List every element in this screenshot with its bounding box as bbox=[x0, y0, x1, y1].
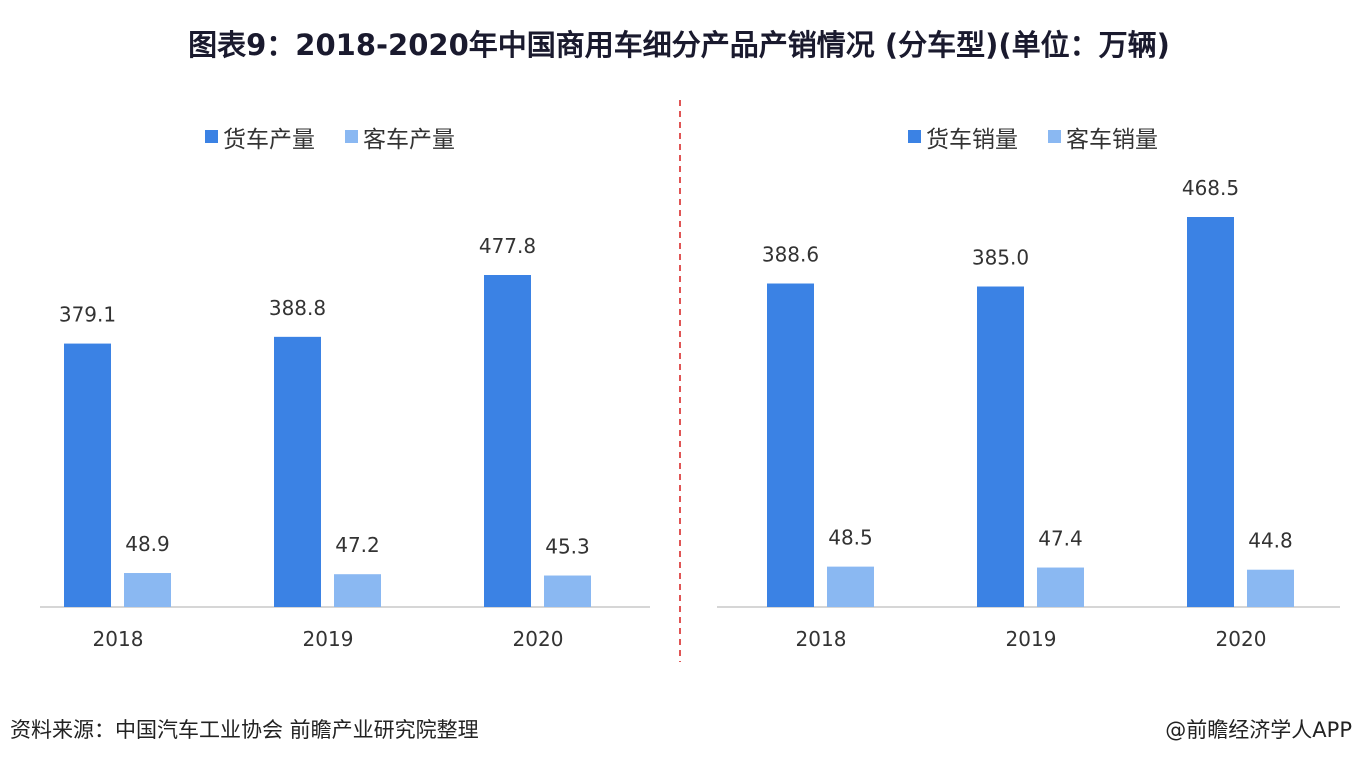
bar bbox=[64, 343, 111, 607]
bar bbox=[1187, 217, 1234, 607]
bar bbox=[977, 286, 1024, 607]
data-label: 388.6 bbox=[762, 243, 819, 267]
source-note: 资料来源：中国汽车工业协会 前瞻产业研究院整理 bbox=[10, 718, 479, 742]
data-label: 45.3 bbox=[545, 535, 590, 559]
chart-panel-2: 货车销量 388.6 385.0 468.5 客车销量 48.5 47.4 44.8 2018 2… bbox=[717, 127, 1340, 651]
x-tick-label: 2020 bbox=[513, 627, 564, 651]
legend-swatch bbox=[1048, 130, 1061, 143]
bar bbox=[124, 573, 171, 607]
legend-label: 货车销量 bbox=[926, 127, 1018, 153]
chart-title: 图表9：2018-2020年中国商用车细分产品产销情况 (分车型)(单位：万辆) bbox=[188, 28, 1170, 62]
x-tick-label: 2019 bbox=[1006, 627, 1057, 651]
x-tick-label: 2018 bbox=[796, 627, 847, 651]
data-label: 385.0 bbox=[972, 246, 1029, 270]
bar bbox=[767, 283, 814, 607]
legend-label: 客车销量 bbox=[1066, 127, 1158, 153]
data-label: 47.2 bbox=[335, 533, 380, 557]
x-tick-label: 2019 bbox=[303, 627, 354, 651]
legend-label: 客车产量 bbox=[363, 127, 455, 153]
credit-note: @前瞻经济学人APP bbox=[1165, 718, 1352, 742]
legend-swatch bbox=[345, 130, 358, 143]
bar bbox=[827, 566, 874, 607]
bar bbox=[544, 575, 591, 607]
x-tick-label: 2018 bbox=[93, 627, 144, 651]
data-label: 477.8 bbox=[479, 234, 536, 258]
data-label: 388.8 bbox=[269, 296, 326, 320]
data-label: 468.5 bbox=[1182, 176, 1239, 200]
bar bbox=[334, 574, 381, 607]
data-label: 44.8 bbox=[1248, 529, 1293, 553]
bar bbox=[274, 336, 321, 607]
legend-label: 货车产量 bbox=[223, 127, 315, 153]
data-label: 48.9 bbox=[125, 532, 170, 556]
bar bbox=[1037, 567, 1084, 607]
data-label: 48.5 bbox=[828, 526, 873, 550]
legend-swatch bbox=[205, 130, 218, 143]
bar bbox=[1247, 569, 1294, 607]
x-tick-label: 2020 bbox=[1216, 627, 1267, 651]
chart-panel-1: 货车产量 379.1 388.8 477.8 客车产量 48.9 47.2 45.3 2018 2… bbox=[40, 127, 650, 651]
data-label: 47.4 bbox=[1038, 527, 1083, 551]
data-label: 379.1 bbox=[59, 303, 116, 327]
bar bbox=[484, 275, 531, 607]
legend-swatch bbox=[908, 130, 921, 143]
